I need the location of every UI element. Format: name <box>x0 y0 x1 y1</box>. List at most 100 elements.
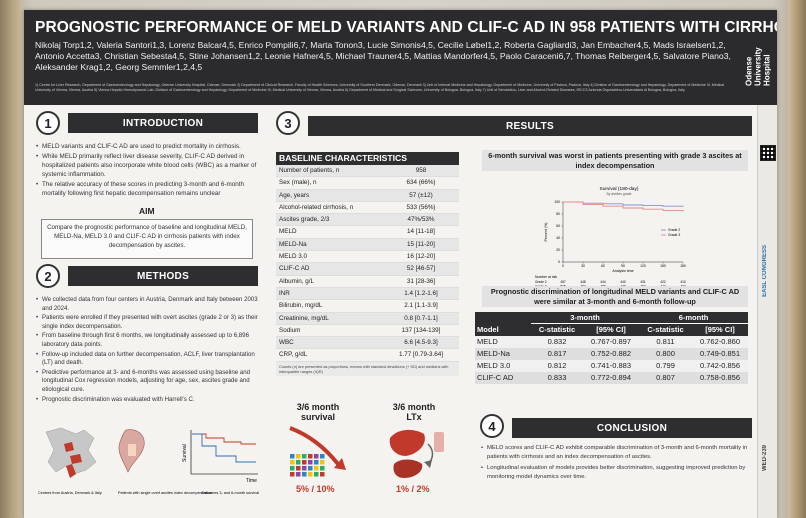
prognostic-cell: 0.742-0.856 <box>699 361 741 370</box>
baseline-value: 47%/53% <box>407 216 435 224</box>
prognostic-cell: 0.799 <box>656 361 675 370</box>
prognostic-cell: 0.807 <box>656 373 675 382</box>
km-risk-value: 448 <box>580 280 586 284</box>
baseline-row: Albumin, g/L 31 [28-36] <box>276 276 459 288</box>
patient-dot <box>296 466 301 471</box>
austria-highlight <box>70 454 82 464</box>
prognostic-row: MELD-Na 0.817 0.752-0.882 0.800 0.749-0.851 <box>475 348 748 360</box>
baseline-value: 31 [28-36] <box>406 277 436 285</box>
km-x-tick-label: 90 <box>621 264 625 268</box>
ltx-infographic-values: 1% / 2% <box>396 484 430 494</box>
baseline-row: MELD 14 [11-18] <box>276 226 459 239</box>
section-title-methods: METHODS <box>68 266 258 286</box>
patient-dot <box>320 460 325 465</box>
section-number-methods: 2 <box>36 264 60 288</box>
aim-title: AIM <box>139 206 155 216</box>
methods-bullet: Follow-up included data on further decom… <box>36 351 264 368</box>
section-title-intro: INTRODUCTION <box>68 113 258 133</box>
baseline-row: INR 1.4 [1.2-1.6] <box>276 287 459 301</box>
prognostic-group-row: 3-month 6-month <box>475 312 748 324</box>
patient-dot <box>314 466 319 471</box>
baseline-value: 57 (±12) <box>409 191 433 199</box>
liver-transplant-icon <box>393 459 423 478</box>
patient-dot <box>314 460 319 465</box>
patient-dot <box>296 454 301 459</box>
methods-bullet: Prognostic discrimination was evaluated … <box>36 396 264 405</box>
baseline-label: Sodium <box>279 326 301 334</box>
methods-bullets: We collected data from four centers in A… <box>36 296 264 405</box>
baseline-row: Bilirubin, mg/dL 2.1 [1.1-3.9] <box>276 300 459 313</box>
survival-infographic-title: 3/6 month survival <box>296 402 340 422</box>
baseline-row: Sex (male), n 634 (66%) <box>276 177 459 190</box>
survival-infographic <box>289 426 346 477</box>
prognostic-cell: 0.772-0.894 <box>590 373 632 382</box>
declining-arrow-icon <box>289 426 340 466</box>
baseline-row: MELD 3.0 16 [12-20] <box>276 251 459 264</box>
patient-dot <box>290 472 295 477</box>
methods-fig-label: Patients with single overt ascites index… <box>118 491 212 495</box>
baseline-value: 0.8 [0.7-1.1] <box>404 314 438 322</box>
prognostic-header-row: Model C-statistic [95% CI] C-statistic [… <box>475 324 748 336</box>
baseline-label: INR <box>279 289 290 297</box>
km-chart-inner-title: Survival (180-day) <box>600 186 639 192</box>
baseline-row: Ascites grade, 2/3 47%/53% <box>276 214 459 227</box>
baseline-label: Alcohol-related cirrhosis, n <box>279 203 354 211</box>
methods-bullet: Predictive performance at 3- and 6-month… <box>36 369 264 395</box>
km-risk-value: 410 <box>680 280 686 284</box>
km-chart-title: 6-month survival was worst in patients p… <box>482 150 748 171</box>
baseline-label: CRP, g/dL <box>279 351 308 359</box>
poster-title: PROGNOSTIC PERFORMANCE OF MELD VARIANTS … <box>35 19 777 36</box>
methods-bullet: From baseline through first 6 months, we… <box>36 332 264 349</box>
model-name: CLIF-C AD <box>477 373 514 382</box>
km-y-tick-label: 100 <box>554 200 560 204</box>
baseline-row: CRP, g/dL 1.77 [0.79-3.64] <box>276 349 459 362</box>
km-y-label: Percent (%) <box>544 223 548 242</box>
prognostic-cell: 0.752-0.882 <box>590 349 632 358</box>
poster-affiliations: 1) Centre for Liver Research, Department… <box>35 83 725 92</box>
ltx-infographic <box>389 429 444 478</box>
aim-box: Compare the prognostic performance of ba… <box>41 219 253 259</box>
baseline-value: 1.77 [0.79-3.64] <box>398 351 444 359</box>
qr-code-icon[interactable] <box>760 145 776 161</box>
patient-dot <box>302 466 307 471</box>
km-x-tick-label: 60 <box>601 264 605 268</box>
km-risk-group: Grade 2 <box>535 280 547 284</box>
km-risk-value: 444 <box>600 280 606 284</box>
baseline-row: Sodium 137 [134-139] <box>276 325 459 338</box>
methods-fig-label: Centres from Austria, Denmark & Italy <box>38 491 102 495</box>
patient-dot <box>308 454 313 459</box>
patient-dot <box>314 454 319 459</box>
baseline-row: Age, years 57 (±12) <box>276 189 459 202</box>
denmark-highlight <box>64 442 74 452</box>
patient-dot <box>302 454 307 459</box>
prognostic-row: MELD 0.832 0.767-0.897 0.811 0.762-0.860 <box>475 336 748 348</box>
section-number-intro: 1 <box>36 111 60 135</box>
baseline-label: Sex (male), n <box>279 179 317 187</box>
baseline-value: 1.4 [1.2-1.6] <box>404 289 438 297</box>
baseline-value: 16 [12-20] <box>406 253 436 261</box>
baseline-row: Number of patients, n 958 <box>276 165 459 178</box>
patient-dots-icon <box>290 454 325 477</box>
km-y-tick-label: 0 <box>558 260 560 264</box>
patient-dot <box>320 466 325 471</box>
prognostic-cell: 0.758-0.856 <box>699 373 741 382</box>
baseline-row: Alcohol-related cirrhosis, n 533 (56%) <box>276 202 459 215</box>
conclusion-bullet: Longitudinal evaluation of models provid… <box>481 464 756 482</box>
patient-dot <box>314 472 319 477</box>
km-x-tick-label: 0 <box>562 264 564 268</box>
intro-bullet: While MELD primarily reflect liver disea… <box>36 152 266 179</box>
conclusion-bullets: MELD scores and CLIF-C AD exhibit compar… <box>481 444 756 484</box>
baseline-value: 15 [11-20] <box>407 240 435 248</box>
baseline-label: Number of patients, n <box>279 167 340 174</box>
km-chart-subtitle: By ascites grade <box>606 192 631 196</box>
baseline-row: MELD-Na 15 [11-20] <box>276 238 459 252</box>
patient-dot <box>290 466 295 471</box>
baseline-label: CLIF-C AD <box>279 265 310 273</box>
prognostic-row: MELD 3.0 0.812 0.741-0.883 0.799 0.742-0.856 <box>475 360 748 372</box>
baseline-label: Age, years <box>279 191 310 199</box>
methods-bullet: We collected data from four centers in A… <box>36 296 264 313</box>
ltx-infographic-title: 3/6 month LTx <box>392 402 436 422</box>
baseline-row: WBC 6.6 [4.5-9.3] <box>276 337 459 350</box>
poster-id: WED-239 <box>762 445 768 472</box>
baseline-table-title: BASELINE CHARACTERISTICS <box>276 152 459 165</box>
